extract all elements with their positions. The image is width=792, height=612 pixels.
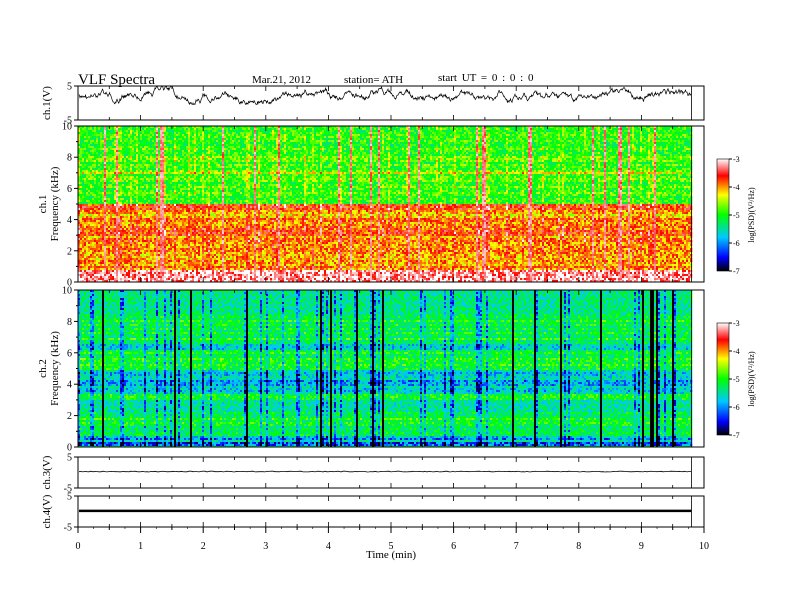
ch2-ytick-label: 6 (67, 348, 72, 359)
ch4-ytick-label: 5 (67, 492, 72, 503)
xtick-label: 10 (699, 541, 709, 552)
ch2-colorbar-tick-label: -7 (733, 431, 740, 440)
ch2-ytick-label: 2 (67, 411, 72, 422)
ch1-ylabel: ch.1 (37, 195, 49, 214)
ch1-waveform-line (78, 85, 692, 106)
ch3-ylabel: ch.3(V) (41, 455, 53, 489)
xtick-label: 3 (263, 541, 268, 552)
ch3-ytick-label: 5 (67, 453, 72, 464)
ch1-ytick-label: 5 (67, 82, 72, 93)
figure-title: VLF Spectra (78, 72, 155, 89)
ch1-ytick-label: 8 (67, 153, 72, 164)
ch1-colorbar-tick-label: -3 (733, 155, 740, 164)
ch2-colorbar-tick-label: -5 (733, 375, 740, 384)
ch3-ytick-label: -5 (64, 484, 72, 495)
ch1-colorbar-tick-label: -7 (733, 267, 740, 276)
xtick-label: 5 (389, 541, 394, 552)
ch1-colorbar-label: log(PSD)(V²/Hz) (747, 187, 756, 243)
xtick-label: 7 (514, 541, 519, 552)
ch1-ytick-label: 10 (62, 122, 72, 133)
ch2-colorbar-label: log(PSD)(V²/Hz) (747, 351, 756, 407)
ch1-ylabel: Frequency (kHz) (49, 166, 61, 241)
ch2-ylabel: ch.2 (37, 359, 49, 378)
xtick-label: 8 (576, 541, 581, 552)
ch1-colorbar-tick-label: -6 (733, 239, 740, 248)
ch3-waveform-line (78, 470, 691, 473)
ch1-ytick-label: 6 (67, 184, 72, 195)
ch4-waveform-line (79, 509, 692, 513)
ch1-colorbar-tick-label: -5 (733, 211, 740, 220)
xtick-label: 9 (639, 541, 644, 552)
station-label: station= ATH (344, 74, 403, 86)
xtick-label: 4 (326, 541, 331, 552)
ch1-ytick-label: 0 (67, 278, 72, 289)
ch2-ylabel: Frequency (kHz) (49, 331, 61, 406)
ch2-colorbar (716, 322, 730, 436)
ch2-ytick-label: 8 (67, 317, 72, 328)
xtick-label: 1 (138, 541, 143, 552)
xtick-label: 6 (451, 541, 456, 552)
ch1-colorbar (716, 158, 730, 272)
start-ut-label: start UT = 0 : 0 : 0 (438, 72, 533, 84)
ch4-ytick-label: -5 (64, 523, 72, 534)
ch2-ytick-label: 0 (67, 443, 72, 454)
x-axis-label: Time (min) (366, 549, 416, 561)
ch2-ytick-label: 4 (67, 380, 72, 391)
ch2-colorbar-tick-label: -4 (733, 347, 740, 356)
ch1-ytick-label: 4 (67, 215, 72, 226)
ch4-ylabel: ch.4(V) (41, 494, 53, 528)
date-label: Mar.21, 2012 (252, 74, 311, 86)
ch2-ytick-label: 10 (62, 286, 72, 297)
ch1-ylabel: ch.1(V) (41, 86, 53, 120)
ch1-spectrogram-cells (78, 126, 693, 283)
xtick-label: 2 (201, 541, 206, 552)
ch2-spectrogram-cells (78, 290, 693, 448)
ch1-colorbar-tick-label: -4 (733, 183, 740, 192)
ch2-colorbar-tick-label: -3 (733, 319, 740, 328)
ch2-colorbar-tick-label: -6 (733, 403, 740, 412)
ch1-ytick-label: -5 (64, 116, 72, 127)
xtick-label: 0 (76, 541, 81, 552)
ch1-ytick-label: 2 (67, 246, 72, 257)
